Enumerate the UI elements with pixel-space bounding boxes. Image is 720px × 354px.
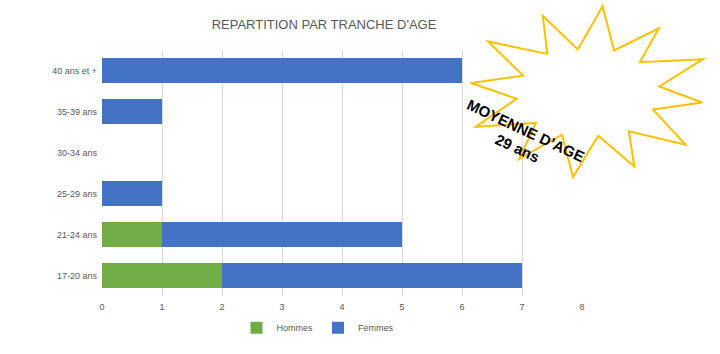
svg-text:7: 7 bbox=[519, 302, 524, 312]
svg-text:4: 4 bbox=[339, 302, 344, 312]
svg-text:2: 2 bbox=[219, 302, 224, 312]
svg-text:21-24 ans: 21-24 ans bbox=[57, 230, 98, 240]
svg-text:REPARTITION PAR TRANCHE D'AGE: REPARTITION PAR TRANCHE D'AGE bbox=[212, 17, 437, 32]
svg-text:40 ans et +: 40 ans et + bbox=[52, 66, 97, 76]
svg-text:0: 0 bbox=[99, 302, 104, 312]
svg-text:25-29 ans: 25-29 ans bbox=[57, 189, 98, 199]
svg-text:1: 1 bbox=[159, 302, 164, 312]
svg-text:6: 6 bbox=[459, 302, 464, 312]
svg-text:35-39 ans: 35-39 ans bbox=[57, 107, 98, 117]
svg-text:3: 3 bbox=[279, 302, 284, 312]
svg-text:30-34 ans: 30-34 ans bbox=[57, 148, 98, 158]
svg-text:5: 5 bbox=[399, 302, 404, 312]
svg-text:8: 8 bbox=[579, 302, 584, 312]
svg-text:Hommes: Hommes bbox=[277, 323, 314, 333]
svg-text:Femmes: Femmes bbox=[358, 323, 394, 333]
svg-text:MOYENNE D’AGE29 ans: MOYENNE D’AGE29 ans bbox=[456, 96, 587, 183]
svg-text:17-20 ans: 17-20 ans bbox=[57, 271, 98, 281]
